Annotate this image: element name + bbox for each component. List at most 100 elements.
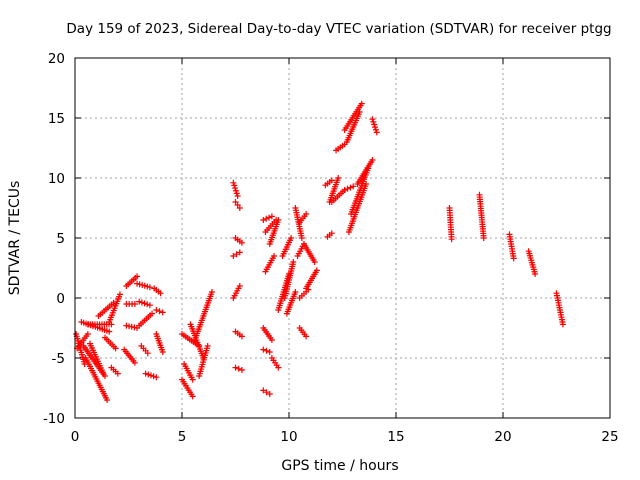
data-point [370, 118, 377, 125]
data-point [448, 236, 455, 243]
data-point [116, 291, 123, 298]
data-point [480, 235, 487, 241]
data-point [156, 308, 163, 315]
data-point [275, 364, 282, 371]
y-axis-label: SDTVAR / TECUs [7, 181, 23, 296]
data-point [311, 259, 318, 265]
data-point [110, 299, 117, 306]
data-point [328, 177, 335, 184]
data-point [144, 350, 151, 357]
data-point [303, 211, 310, 217]
data-point [230, 253, 237, 259]
data-point [106, 328, 113, 335]
data-point [263, 389, 270, 396]
data-point [231, 182, 238, 189]
data-point [138, 299, 145, 306]
data-point [313, 267, 320, 274]
data-point [238, 239, 245, 246]
data-point [104, 397, 111, 403]
data-point [328, 230, 335, 237]
data-point [292, 289, 299, 295]
data-point [145, 371, 152, 378]
data-point [101, 373, 108, 379]
data-point [288, 235, 295, 241]
x-axis-label: GPS time / hours [281, 458, 398, 474]
data-point [263, 347, 270, 354]
y-tick-label: 15 [48, 111, 65, 127]
data-point [341, 187, 348, 193]
data-point [236, 283, 243, 289]
data-point [371, 121, 378, 128]
data-point [266, 391, 273, 397]
data-point [208, 289, 215, 295]
data-point [266, 214, 273, 221]
data-points [73, 100, 566, 403]
y-tick-label: 5 [56, 231, 65, 247]
data-point [232, 185, 239, 192]
data-point [114, 370, 121, 377]
data-point [131, 359, 138, 366]
chart-title: Day 159 of 2023, Sidereal Day-to-day VTE… [66, 21, 611, 37]
data-point [347, 184, 354, 191]
data-point [233, 190, 240, 197]
data-point [335, 175, 342, 181]
x-tick-label: 20 [494, 429, 511, 445]
data-point [159, 309, 166, 316]
data-point [356, 109, 363, 115]
y-tick-label: 0 [56, 291, 65, 307]
data-point [112, 345, 119, 352]
data-point [159, 349, 166, 355]
data-point [350, 183, 357, 190]
data-point [142, 370, 149, 377]
y-tick-label: 20 [48, 51, 65, 67]
x-tick-label: 0 [71, 429, 80, 445]
x-tick-label: 15 [387, 429, 404, 445]
y-tick-label: -5 [52, 351, 65, 367]
data-point [532, 271, 539, 277]
grid-lines [75, 58, 610, 418]
data-point [189, 376, 196, 383]
data-point [236, 205, 243, 211]
data-point [268, 213, 275, 220]
data-point [149, 310, 156, 317]
data-point [268, 337, 275, 343]
data-point [204, 343, 211, 349]
data-point [344, 185, 351, 192]
data-point [233, 251, 240, 258]
y-tick-label: 10 [48, 171, 65, 187]
data-point [305, 286, 312, 293]
data-point [260, 346, 267, 353]
data-point [150, 373, 157, 380]
axis-ticks: 0 5 10 15 20 25 -10 -5 0 5 10 15 20 [43, 51, 619, 445]
data-point [234, 193, 241, 199]
data-point [136, 298, 143, 305]
data-point [238, 333, 245, 340]
data-point [157, 290, 164, 297]
data-point [131, 301, 138, 307]
data-point [372, 124, 379, 131]
data-point [358, 100, 365, 107]
data-point [266, 349, 273, 355]
data-point [260, 387, 267, 394]
data-point [146, 302, 153, 309]
data-point [263, 215, 270, 222]
x-tick-label: 5 [178, 429, 187, 445]
data-point [232, 364, 239, 371]
data-point [510, 255, 517, 262]
data-point [144, 301, 151, 308]
data-point [271, 253, 278, 259]
data-point [238, 367, 245, 373]
data-point [260, 217, 267, 223]
data-point [99, 369, 106, 376]
data-point [134, 273, 141, 280]
data-point [146, 284, 153, 291]
data-point [369, 116, 376, 123]
x-tick-label: 10 [280, 429, 297, 445]
data-point [153, 307, 160, 313]
y-tick-label: -10 [43, 411, 65, 427]
data-point [275, 217, 282, 223]
x-tick-label: 25 [601, 429, 618, 445]
data-point [232, 187, 239, 194]
data-point [147, 372, 154, 379]
